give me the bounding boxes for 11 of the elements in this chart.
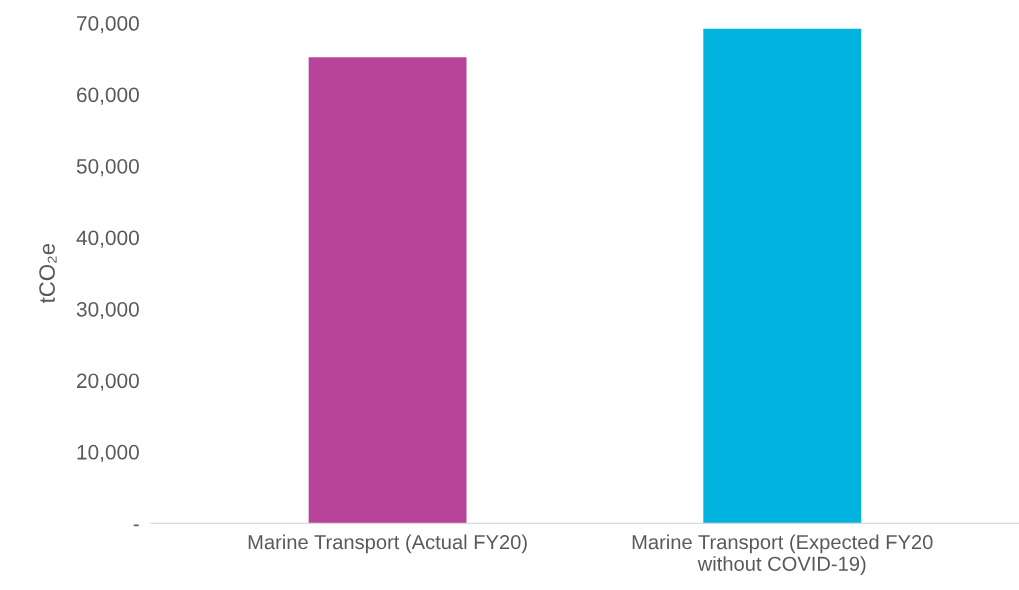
y-axis-title: tCO₂e bbox=[39, 243, 57, 304]
y-tick-label: 30,000 bbox=[76, 301, 139, 320]
y-tick-label: 50,000 bbox=[76, 158, 139, 177]
y-tick-label: 10,000 bbox=[77, 444, 139, 463]
x-tick-label: Marine Transport (Actual FY20) bbox=[248, 534, 527, 554]
y-tick-label: 20,000 bbox=[77, 373, 139, 391]
y-tick-label: 40,000 bbox=[76, 230, 139, 248]
y-tick-label: 60,000 bbox=[77, 87, 139, 105]
x-tick-label: Marine Transport (Expected FY20 without COVID-19) bbox=[632, 534, 933, 575]
y-tick-label: - bbox=[133, 524, 139, 527]
y-tick-label: 70,000 bbox=[77, 16, 139, 34]
